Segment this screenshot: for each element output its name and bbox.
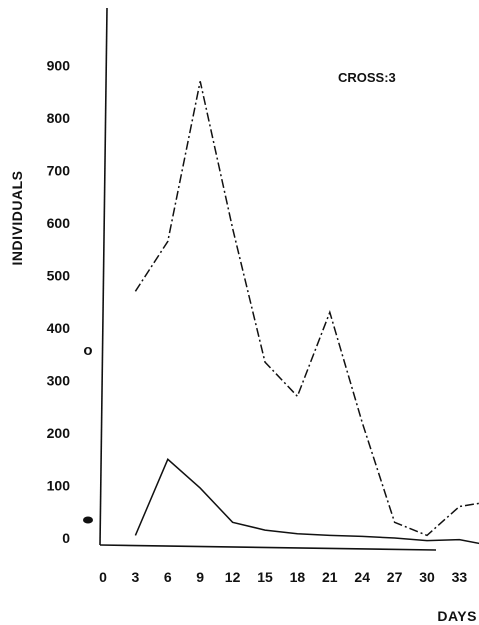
x-tick-label: 12: [225, 569, 241, 585]
y-tick-label: 0: [62, 530, 70, 546]
y-tick-label: 500: [47, 268, 71, 284]
x-tick-label: 15: [257, 569, 273, 585]
x-tick-label: 33: [452, 569, 468, 585]
x-axis-line: [99, 544, 437, 551]
series-layer: [134, 81, 479, 545]
x-tick-label: 24: [354, 569, 370, 585]
y-tick-labels: 0 100 200 300 400 500 600 700 800 900: [47, 58, 71, 547]
series-line-1: [134, 81, 479, 537]
y-tick-label: 200: [47, 425, 71, 441]
y-tick-label: 700: [47, 163, 71, 179]
x-tick-label: 3: [132, 569, 140, 585]
y-axis-title: INDIVIDUALS: [9, 171, 25, 266]
y-axis-line: [99, 7, 108, 546]
y-tick-label: 100: [47, 478, 71, 494]
x-tick-label: 0: [99, 569, 107, 585]
y-tick-label: 800: [47, 110, 71, 126]
x-tick-label: 6: [164, 569, 172, 585]
x-tick-label: 18: [290, 569, 306, 585]
y-tick-label: 600: [47, 215, 71, 231]
chart-annotation: CROSS:3: [338, 70, 396, 85]
x-tick-label: 21: [322, 569, 338, 585]
y-tick-label: 900: [47, 58, 71, 74]
x-tick-label: 9: [196, 569, 204, 585]
y-tick-label: 400: [47, 320, 71, 336]
series-marker-filled-oval: [83, 516, 93, 524]
x-tick-label: 30: [419, 569, 435, 585]
x-tick-labels: 0369121518212427303336: [99, 569, 468, 585]
axes: [99, 7, 437, 551]
x-tick-label: 27: [387, 569, 403, 585]
series-line-2: [134, 458, 479, 545]
x-axis-title: DAYS: [437, 608, 477, 624]
series-marker-o: o: [83, 342, 92, 359]
y-tick-label: 300: [47, 373, 71, 389]
